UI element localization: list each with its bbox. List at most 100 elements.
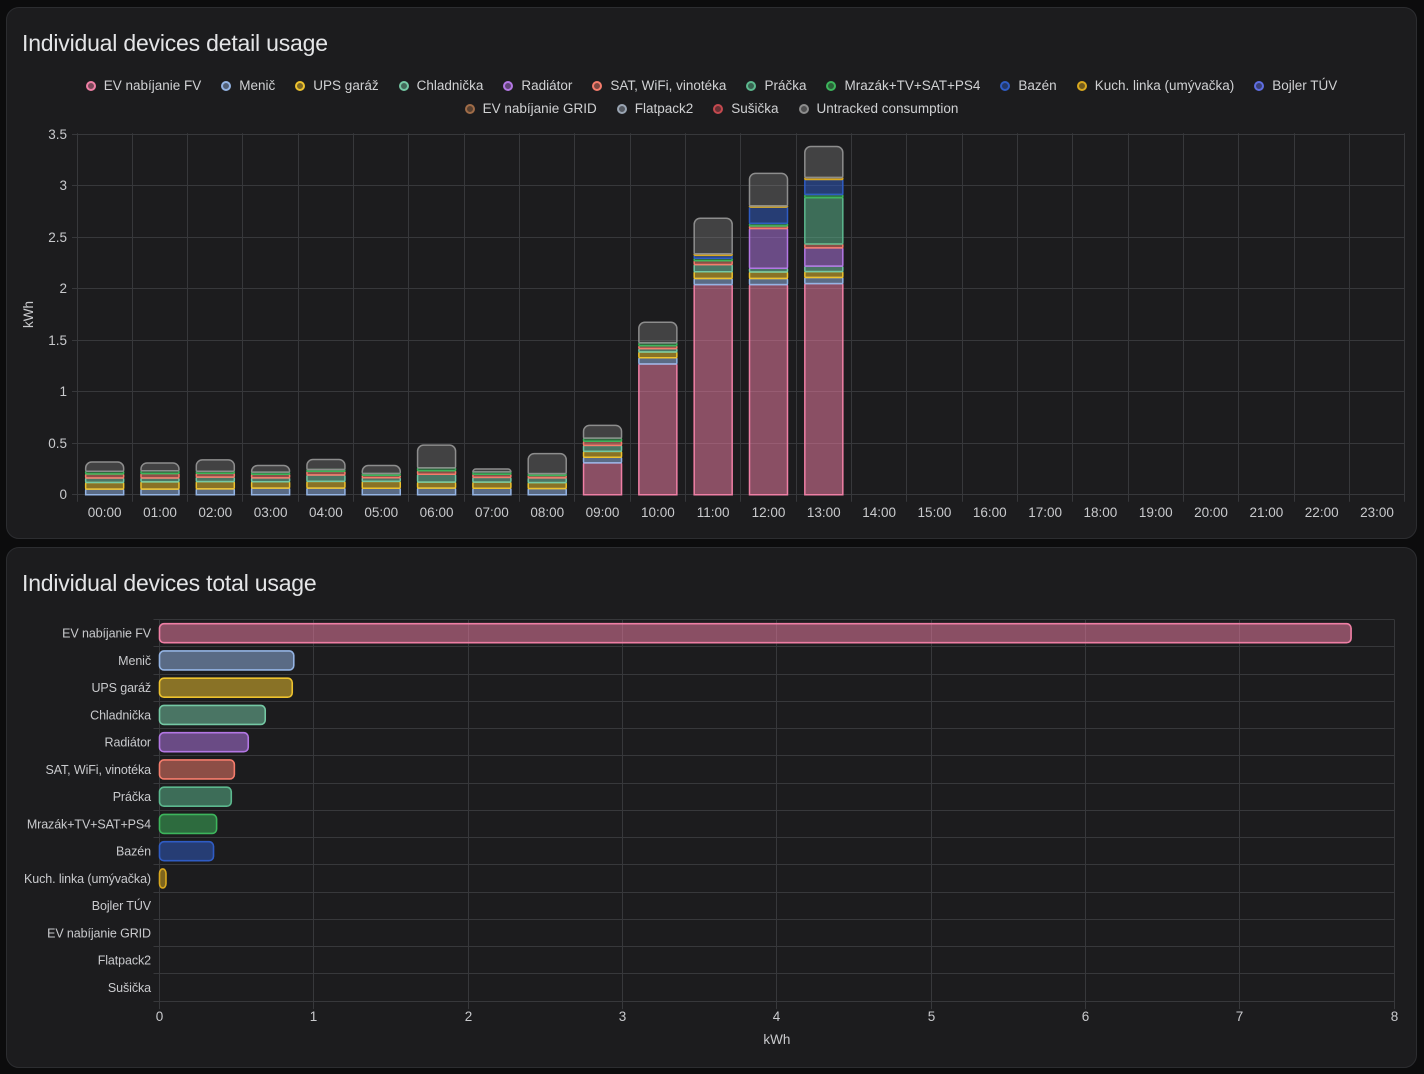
bar-segment xyxy=(748,206,789,225)
category-label: Práčka xyxy=(113,790,151,804)
category-label: Bojler TÚV xyxy=(92,898,152,913)
bar-segment xyxy=(804,276,844,285)
x-axis-tick-label: 09:00 xyxy=(586,505,620,520)
bar-segment xyxy=(527,477,567,484)
bar-segment xyxy=(693,263,733,273)
total-bar xyxy=(158,813,218,835)
bar-stack-08:00 xyxy=(527,452,567,496)
bar-segment xyxy=(582,462,623,496)
bar-segment xyxy=(361,464,402,475)
bar-segment xyxy=(748,172,789,207)
detail-panel-title: Individual devices detail usage xyxy=(22,30,328,56)
bar-stack-10:00 xyxy=(638,321,678,496)
x-axis-tick-label: 04:00 xyxy=(309,505,343,520)
y-axis-tick-label: 3 xyxy=(59,178,67,193)
legend-item[interactable]: Untracked consumption xyxy=(798,101,959,116)
legend-series-label: EV nabíjanie GRID xyxy=(482,101,597,116)
bar-stack-03:00 xyxy=(250,464,291,496)
bar-segment xyxy=(582,456,623,464)
y-axis-tick-label: 3.5 xyxy=(48,127,67,142)
category-label: Sušička xyxy=(108,981,151,995)
legend-item[interactable]: EV nabíjanie FV xyxy=(85,78,201,93)
legend-series-dot-icon xyxy=(503,80,514,91)
bar-segment xyxy=(582,437,623,442)
legend-item[interactable]: Chladnička xyxy=(398,78,484,93)
legend-item[interactable]: Sušička xyxy=(713,101,779,116)
legend-item[interactable]: UPS garáž xyxy=(295,78,379,93)
legend-series-dot-icon xyxy=(221,80,232,91)
x-axis-tick-label: 1 xyxy=(310,1009,318,1024)
x-axis-tick-label: 07:00 xyxy=(475,505,509,520)
legend-series-dot-icon xyxy=(592,80,603,91)
legend-series-label: SAT, WiFi, vinotéka xyxy=(610,78,727,93)
bar-stack-11:00 xyxy=(693,217,733,496)
legend-item[interactable]: Flatpack2 xyxy=(616,101,693,116)
y-axis-tick-label: 1.5 xyxy=(48,333,67,348)
bar-segment xyxy=(195,488,236,496)
bar-segment xyxy=(140,488,180,496)
legend-item[interactable]: Bojler TÚV xyxy=(1254,78,1337,93)
legend-item[interactable]: Mrazák+TV+SAT+PS4 xyxy=(826,78,980,93)
bar-segment xyxy=(140,462,180,472)
legend-item[interactable]: Kuch. linka (umývačka) xyxy=(1076,78,1234,93)
bar-stack-00:00 xyxy=(84,461,125,496)
total-plot: 0 1 2 3 4 5 6 7 8 kWh EV nabíjanie FV Menič UPS gará… xyxy=(24,619,1398,1047)
category-label: Chladnička xyxy=(90,708,151,722)
x-axis-tick-label: 02:00 xyxy=(198,505,232,520)
category-label: EV nabíjanie GRID xyxy=(47,926,151,940)
legend-item[interactable]: Radiátor xyxy=(503,78,572,93)
legend-series-label: Práčka xyxy=(764,78,807,93)
x-axis-tick-label: 15:00 xyxy=(918,505,952,520)
bar-segment xyxy=(140,481,180,490)
bar-segment xyxy=(84,477,125,484)
total-bar xyxy=(158,868,167,889)
bar-segment xyxy=(250,473,291,479)
total-bar xyxy=(158,650,295,671)
detail-plot: 0 0.5 1 1.5 2 2.5 3 3.5 00:00 01:00 02:00 03:00 04:0… xyxy=(21,127,1405,520)
bar-stack-12:00 xyxy=(748,172,789,496)
panel-total-usage: Individual devices total usage 0 1 2 3 4 5 6 7 8… xyxy=(6,547,1417,1068)
bar-segment xyxy=(527,452,567,475)
bar-segment xyxy=(306,487,346,496)
legend-item[interactable]: Práčka xyxy=(746,78,806,93)
bar-segment xyxy=(306,470,346,476)
legend-item[interactable]: Menič xyxy=(221,78,275,93)
x-axis-tick-label: 03:00 xyxy=(254,505,288,520)
bar-segment xyxy=(804,243,844,249)
bar-segment xyxy=(748,283,789,496)
bar-segment xyxy=(361,487,402,496)
x-axis-tick-label: 17:00 xyxy=(1028,505,1062,520)
x-axis-tick-label: 5 xyxy=(928,1009,936,1024)
bar-segment xyxy=(748,277,789,286)
legend-item[interactable]: EV nabíjanie GRID xyxy=(464,101,597,116)
x-axis-tick-label: 08:00 xyxy=(530,505,564,520)
x-axis-tick-label: 7 xyxy=(1236,1009,1244,1024)
legend-item[interactable]: Bazén xyxy=(1000,78,1057,93)
legend-series-label: Radiátor xyxy=(521,78,573,93)
total-bar xyxy=(158,840,215,862)
x-axis-tick-label: 23:00 xyxy=(1360,505,1394,520)
bar-stack-02:00 xyxy=(195,459,236,496)
legend-series-dot-icon xyxy=(1254,80,1265,91)
detail-chart-legend: EV nabíjanie FV Menič UPS garáž Chladnička R… xyxy=(7,78,1416,116)
legend-item[interactable]: SAT, WiFi, vinotéka xyxy=(592,78,726,93)
bar-segment xyxy=(804,145,844,179)
x-axis-tick-label: 4 xyxy=(773,1009,781,1024)
legend-series-label: Untracked consumption xyxy=(816,101,959,116)
bar-segment xyxy=(306,458,346,471)
bar-segment xyxy=(693,277,733,286)
bar-segment xyxy=(804,178,844,196)
x-axis-tick-label: 14:00 xyxy=(862,505,896,520)
x-axis-tick-label: 10:00 xyxy=(641,505,675,520)
bar-segment xyxy=(693,260,733,266)
total-panel-title: Individual devices total usage xyxy=(22,570,317,596)
bar-segment xyxy=(84,488,125,496)
x-axis-tick-label: 20:00 xyxy=(1194,505,1228,520)
bar-segment xyxy=(195,472,236,478)
legend-series-label: Bazén xyxy=(1018,78,1057,93)
legend-row-2: EV nabíjanie GRID Flatpack2 Sušička Untrack… xyxy=(455,101,969,116)
bar-stack-09:00 xyxy=(582,424,623,496)
legend-series-label: Chladnička xyxy=(416,78,484,93)
bar-segment xyxy=(84,461,125,472)
bar-segment xyxy=(582,440,623,447)
